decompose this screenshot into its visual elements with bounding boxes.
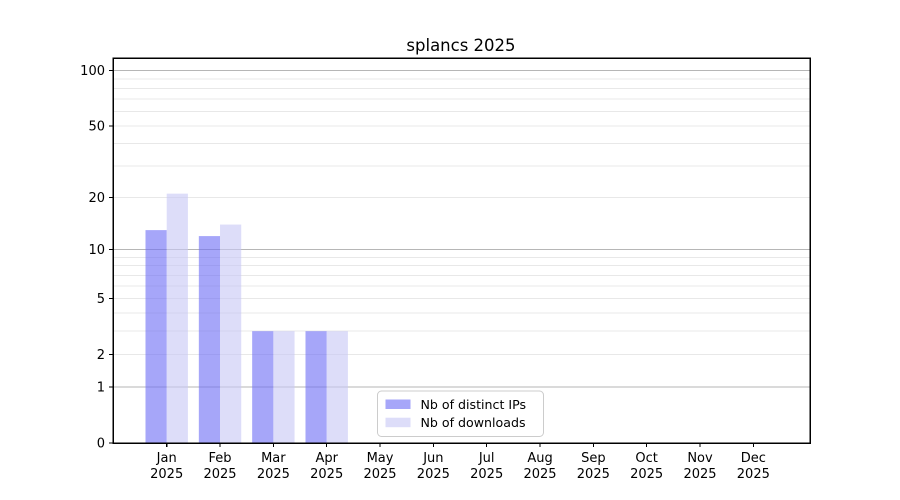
x-tick-label-month: Feb <box>209 451 232 466</box>
legend-swatch <box>385 399 411 409</box>
x-tick-label-year: 2025 <box>630 467 663 482</box>
x-tick-label-year: 2025 <box>577 467 610 482</box>
legend: Nb of distinct IPs Nb of downloads <box>377 390 544 437</box>
axes-layer: 0125102050100Jan2025Feb2025Mar2025Apr202… <box>80 57 811 482</box>
x-tick-label-month: Jul <box>478 451 495 466</box>
x-tick-label-year: 2025 <box>737 467 770 482</box>
legend-swatch <box>385 417 411 428</box>
x-tick-label-year: 2025 <box>363 467 396 482</box>
x-tick-label-year: 2025 <box>257 467 290 482</box>
x-tick-label-month: Jan <box>156 451 177 466</box>
bar-distinct-ips <box>145 230 167 443</box>
x-tick-label-year: 2025 <box>417 467 450 482</box>
x-tick-label-year: 2025 <box>523 467 556 482</box>
x-tick-label-year: 2025 <box>470 467 503 482</box>
x-tick-label-month: Sep <box>581 451 606 466</box>
x-tick-label-month: Mar <box>261 451 286 466</box>
bar-downloads <box>273 331 295 443</box>
chart-title: splancs 2025 <box>406 36 515 55</box>
x-tick-label-month: Aug <box>527 451 552 466</box>
x-tick-label-month: Dec <box>741 451 766 466</box>
y-tick-label: 50 <box>88 119 105 134</box>
x-tick-label-year: 2025 <box>203 467 236 482</box>
y-tick-label: 1 <box>97 381 105 396</box>
y-tick-label: 2 <box>97 348 105 363</box>
x-tick-label-month: Jun <box>422 451 443 466</box>
legend-label: Nb of downloads <box>421 415 526 430</box>
legend-label: Nb of distinct IPs <box>421 397 527 412</box>
y-tick-label: 5 <box>97 292 105 307</box>
y-tick-label: 10 <box>88 243 105 258</box>
x-tick-label-month: May <box>367 451 394 466</box>
x-tick-label-year: 2025 <box>150 467 183 482</box>
x-tick-label-month: Nov <box>687 451 713 466</box>
x-tick-label-year: 2025 <box>310 467 343 482</box>
y-tick-label: 0 <box>97 437 105 452</box>
bar-downloads <box>220 224 242 443</box>
bar-downloads <box>326 331 348 443</box>
x-tick-label-month: Oct <box>635 451 657 466</box>
bar-downloads <box>166 193 188 443</box>
bar-distinct-ips <box>252 331 274 443</box>
y-tick-label: 20 <box>88 191 105 206</box>
plot-border <box>112 57 811 444</box>
y-tick-label: 100 <box>80 64 105 79</box>
x-tick-label-year: 2025 <box>683 467 716 482</box>
x-tick-label-month: Apr <box>315 451 338 466</box>
bars-layer <box>145 193 348 443</box>
legend-box <box>377 390 544 437</box>
bar-distinct-ips <box>305 331 327 443</box>
bar-distinct-ips <box>198 236 221 443</box>
